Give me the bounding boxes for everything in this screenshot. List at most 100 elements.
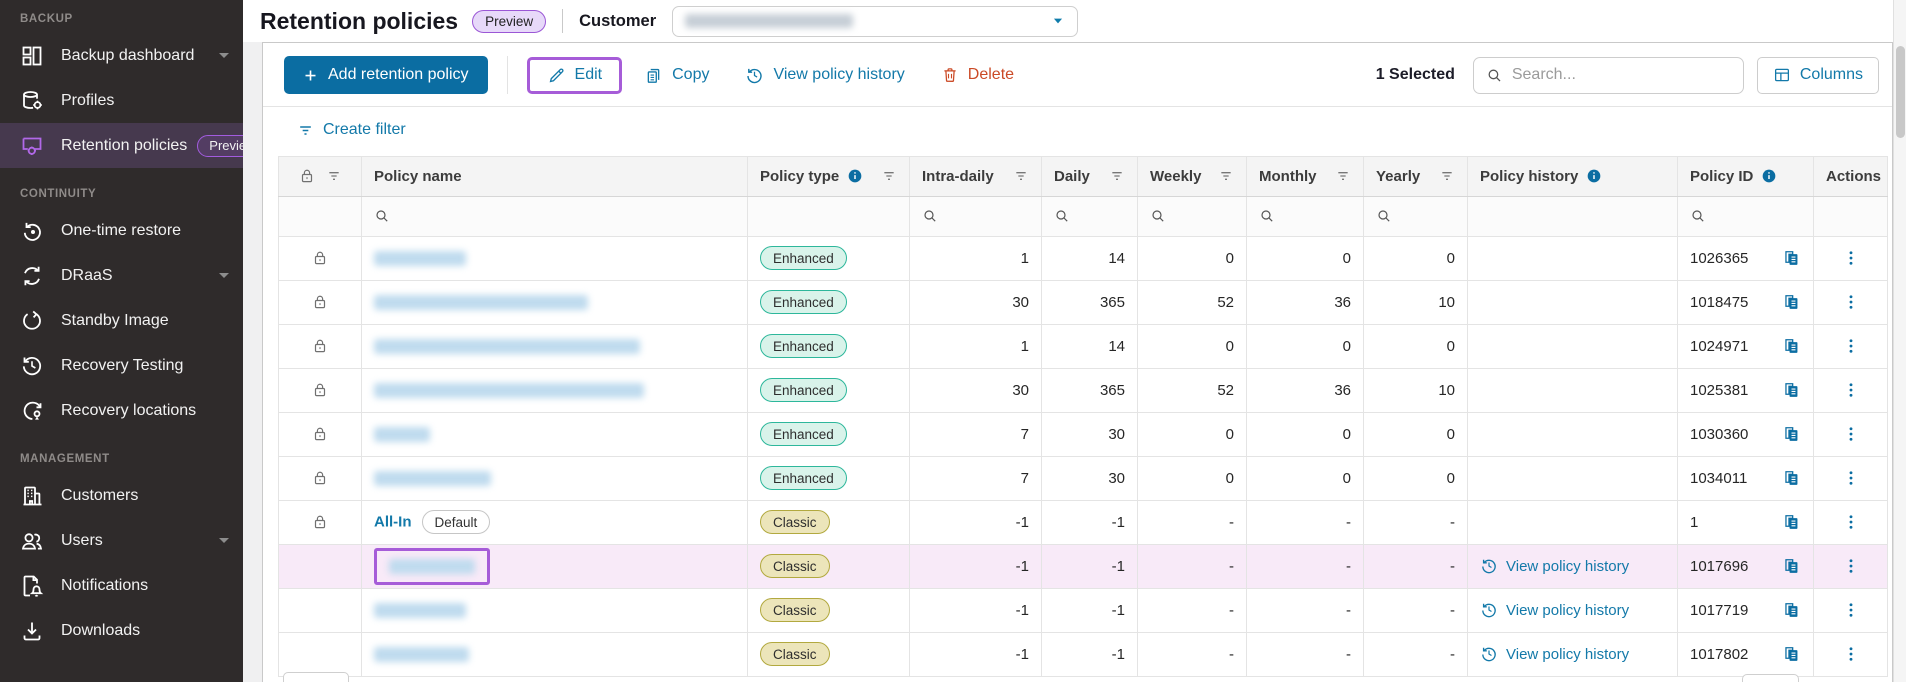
columns-button[interactable]: Columns [1756,56,1879,94]
sidebar-item-profiles[interactable]: Profiles [0,78,243,123]
filter-icon[interactable] [1218,168,1234,184]
policy-name-link-redacted[interactable] [374,383,644,399]
col-header-monthly[interactable]: Monthly [1246,155,1364,197]
view-policy-history-link[interactable]: View policy history [1480,601,1665,619]
create-filter-button[interactable]: Create filter [297,117,406,143]
col-header-lock[interactable] [278,155,362,197]
policy-name-link-redacted[interactable] [389,558,475,574]
pagination-control-partial[interactable] [1742,674,1799,682]
chevron-down-icon[interactable] [219,273,229,278]
kebab-menu-icon[interactable] [1826,337,1875,355]
filter-cell-weekly[interactable] [1137,195,1247,237]
delete-button[interactable]: Delete [941,66,1014,84]
filter-icon[interactable] [1439,168,1455,184]
kebab-menu-icon[interactable] [1826,557,1875,575]
filter-cell-policy-name[interactable] [361,195,748,237]
policy-name-link[interactable]: All-In [374,513,412,531]
add-retention-policy-button[interactable]: Add retention policy [284,56,488,94]
kebab-menu-icon[interactable] [1826,601,1875,619]
filter-cell-policy-id[interactable] [1677,195,1814,237]
sidebar-item-recovery-locations[interactable]: Recovery locations [0,388,243,433]
filter-icon[interactable] [881,168,897,184]
policy-name-link-redacted[interactable] [374,295,588,311]
filter-cell-intra-daily[interactable] [909,195,1042,237]
scrollbar-track[interactable] [1893,0,1906,682]
sidebar-item-downloads[interactable]: Downloads [0,608,243,653]
info-icon[interactable] [1586,168,1602,184]
policy-name-link-redacted[interactable] [374,251,466,267]
policy-name-link-redacted[interactable] [374,647,469,663]
filter-cell-monthly[interactable] [1246,195,1364,237]
table-row[interactable]: Enhanced 7 30 0 0 0 1034011 [278,455,1888,501]
copy-id-icon[interactable] [1782,513,1801,532]
col-header-daily[interactable]: Daily [1041,155,1138,197]
copy-id-icon[interactable] [1782,469,1801,488]
table-row[interactable]: Classic -1 -1- - - View policy history 1017719 [278,587,1888,633]
col-header-intra-daily[interactable]: Intra-daily [909,155,1042,197]
info-icon[interactable] [1761,168,1777,184]
col-header-policy-name[interactable]: Policy name [361,155,748,197]
sidebar-item-backup-dashboard[interactable]: Backup dashboard [0,33,243,78]
view-policy-history-button[interactable]: View policy history [745,66,905,85]
copy-id-icon[interactable] [1782,381,1801,400]
table-row[interactable]: Enhanced 30 365 52 36 10 1018475 [278,279,1888,325]
col-header-weekly[interactable]: Weekly [1137,155,1247,197]
table-row[interactable]: Classic -1 -1- - - View policy history 1017696 [278,543,1888,589]
kebab-menu-icon[interactable] [1826,513,1875,531]
filter-cell-daily[interactable] [1041,195,1138,237]
policy-name-link-redacted[interactable] [374,471,491,487]
kebab-menu-icon[interactable] [1826,469,1875,487]
copy-id-icon[interactable] [1782,557,1801,576]
scrollbar-thumb[interactable] [1896,46,1905,138]
kebab-menu-icon[interactable] [1826,425,1875,443]
policy-history-cell [1467,455,1678,501]
col-header-actions[interactable]: Actions [1813,155,1888,197]
sidebar-item-users[interactable]: Users [0,518,243,563]
view-policy-history-link[interactable]: View policy history [1480,557,1665,575]
table-row[interactable]: Enhanced 30 365 52 36 10 1025381 [278,367,1888,413]
filter-cell-yearly[interactable] [1363,195,1468,237]
view-policy-history-link[interactable]: View policy history [1480,645,1665,663]
page-size-selector-partial[interactable] [283,672,349,682]
filter-icon[interactable] [1335,168,1351,184]
sidebar-item-one-time-restore[interactable]: One-time restore [0,208,243,253]
sidebar-item-retention-policies[interactable]: Retention policies Preview [0,123,243,168]
policy-name-link-redacted[interactable] [374,339,640,355]
kebab-menu-icon[interactable] [1826,381,1875,399]
customer-select[interactable] [672,5,1079,37]
edit-button[interactable]: Edit [547,66,602,85]
filter-icon[interactable] [326,168,342,184]
copy-id-icon[interactable] [1782,249,1801,268]
copy-id-icon[interactable] [1782,337,1801,356]
copy-id-icon[interactable] [1782,425,1801,444]
chevron-down-icon[interactable] [219,53,229,58]
copy-id-icon[interactable] [1782,645,1801,664]
copy-id-icon[interactable] [1782,293,1801,312]
kebab-menu-icon[interactable] [1826,293,1875,311]
policy-name-link-redacted[interactable] [374,603,466,619]
sidebar-item-customers[interactable]: Customers [0,473,243,518]
sidebar-item-recovery-testing[interactable]: Recovery Testing [0,343,243,388]
filter-icon[interactable] [1109,168,1125,184]
sidebar-item-draas[interactable]: DRaaS [0,253,243,298]
col-header-policy-id[interactable]: Policy ID [1677,155,1814,197]
policy-name-link-redacted[interactable] [374,427,430,443]
table-row[interactable]: Enhanced 7 30 0 0 0 1030360 [278,411,1888,457]
table-row[interactable]: Classic -1 -1- - - View policy history 1017802 [278,631,1888,677]
info-icon[interactable] [847,168,863,184]
col-header-policy-type[interactable]: Policy type [747,155,910,197]
chevron-down-icon[interactable] [219,538,229,543]
kebab-menu-icon[interactable] [1826,249,1875,267]
search-input[interactable] [1511,66,1731,84]
sidebar-item-standby-image[interactable]: Standby Image [0,298,243,343]
col-header-yearly[interactable]: Yearly [1363,155,1468,197]
filter-icon[interactable] [1013,168,1029,184]
table-row[interactable]: Enhanced 1 14 0 0 0 1024971 [278,323,1888,369]
kebab-menu-icon[interactable] [1826,645,1875,663]
copy-button[interactable]: Copy [644,66,709,85]
copy-id-icon[interactable] [1782,601,1801,620]
col-header-policy-history[interactable]: Policy history [1467,155,1678,197]
table-row[interactable]: All-In Default Classic -1 -1- - -1 [278,499,1888,545]
table-row[interactable]: Enhanced 1 14 0 0 0 1026365 [278,235,1888,281]
sidebar-item-notifications[interactable]: Notifications [0,563,243,608]
